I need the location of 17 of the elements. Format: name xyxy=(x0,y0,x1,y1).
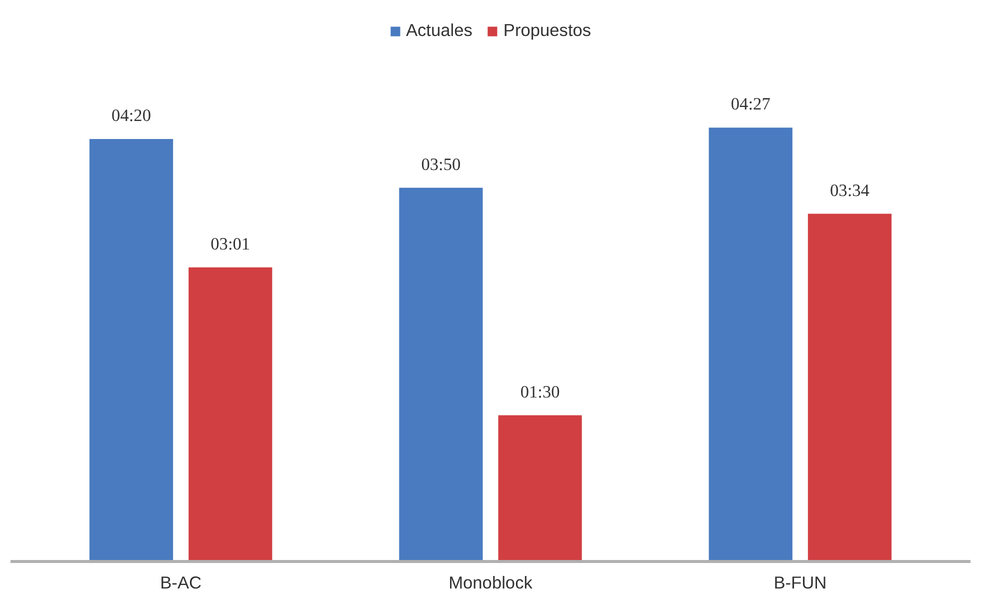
bar xyxy=(498,415,582,562)
data-label: 03:01 xyxy=(210,234,250,254)
data-label: 04:20 xyxy=(112,106,152,126)
data-label: 03:34 xyxy=(830,180,870,200)
data-label: 01:30 xyxy=(520,382,560,402)
data-label: 03:50 xyxy=(421,154,461,174)
bar xyxy=(808,214,892,562)
bar xyxy=(708,128,792,562)
x-tick-label: B-FUN xyxy=(774,572,827,592)
x-tick-label: Monoblock xyxy=(448,572,533,592)
bar xyxy=(89,139,174,562)
bar xyxy=(188,267,272,562)
bar xyxy=(399,188,483,562)
x-tick-label: B-AC xyxy=(160,572,202,592)
data-label: 04:27 xyxy=(730,94,771,114)
legend-label: Propuestos xyxy=(503,20,592,41)
legend-label: Actuales xyxy=(406,20,472,41)
